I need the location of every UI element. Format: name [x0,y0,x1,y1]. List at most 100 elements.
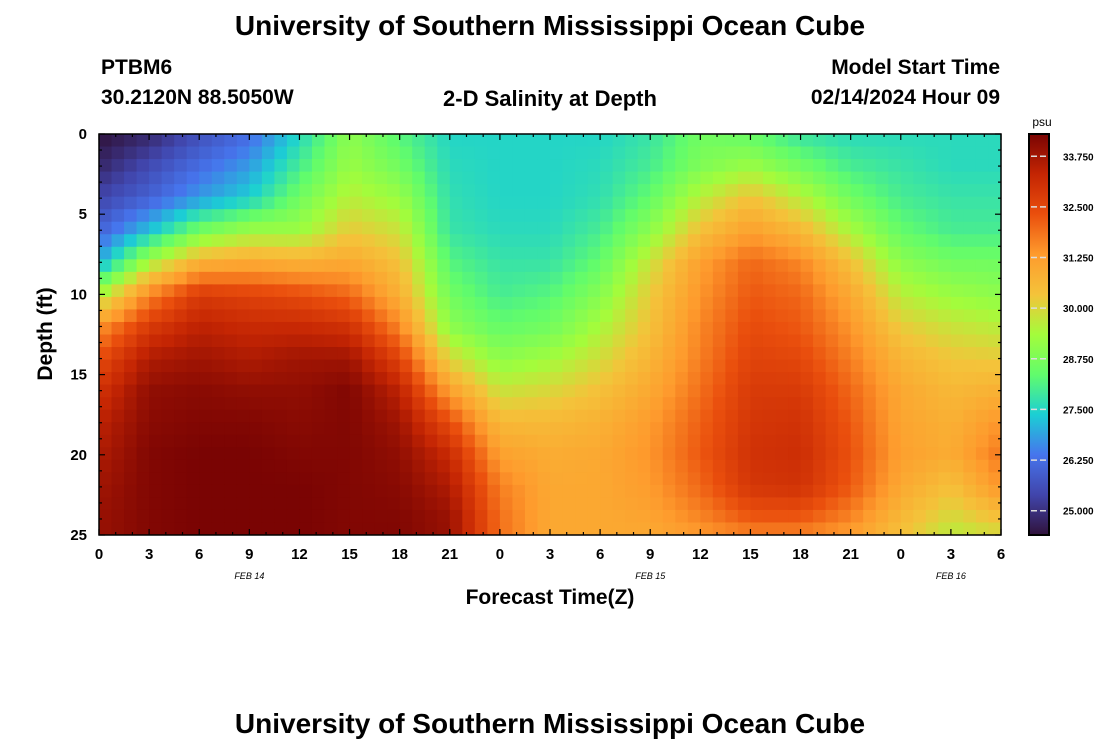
heatmap-cell [725,246,739,260]
heatmap-cell [712,334,726,348]
heatmap-cell [136,409,150,423]
heatmap-cell [437,484,451,499]
heatmap-cell [437,321,451,336]
heatmap-cell [825,209,839,223]
heatmap-cell [938,259,952,273]
heatmap-cell [963,372,977,386]
heatmap-cell [612,134,626,148]
heatmap-cell [562,372,576,386]
heatmap-cell [311,372,326,386]
heatmap-cell [988,321,1001,336]
heatmap-cell [775,209,789,223]
heatmap-cell [737,422,752,436]
heatmap-cell [224,509,238,524]
heatmap-cell [174,484,188,499]
heatmap-cell [625,209,639,223]
footer-title: University of Southern Mississippi Ocean… [234,708,866,739]
heatmap-cell [474,359,488,373]
heatmap-cell [174,246,188,260]
heatmap-cell [900,372,914,386]
heatmap-cell [762,359,777,373]
heatmap-cell [712,384,726,398]
heatmap-cell [575,484,589,499]
heatmap-cell [199,434,213,448]
y-tick-label: 25 [70,527,87,544]
heatmap-cell [600,271,614,285]
heatmap-cell [499,447,514,461]
heatmap-cell [600,234,614,248]
heatmap-cell [737,472,752,486]
heatmap-cell [136,284,150,298]
heatmap-cell [562,159,576,173]
heatmap-cell [788,284,802,298]
heatmap-cell [186,196,200,210]
heatmap-cell [900,484,914,499]
colorbar-tick-label: 26.250 [1063,456,1094,467]
heatmap-cell [963,271,977,285]
heatmap-cell [387,196,401,210]
heatmap-cell [562,484,576,499]
heatmap-cell [412,409,426,423]
heatmap-cell [499,159,514,173]
heatmap-cell [788,422,802,436]
heatmap-cell [99,372,113,386]
heatmap-cell [913,309,927,323]
heatmap-cell [662,284,676,298]
heatmap-cell [299,347,313,361]
heatmap-cell [838,372,852,386]
heatmap-cell [424,484,438,499]
heatmap-cell [374,459,388,473]
heatmap-cell [524,359,539,373]
heatmap-cell [437,309,451,323]
heatmap-cell [925,497,939,511]
heatmap-cell [537,296,551,311]
heatmap-cell [412,321,426,336]
heatmap-cell [462,296,476,311]
heatmap-cell [111,296,125,311]
heatmap-cell [512,509,526,524]
heatmap-cell [161,296,175,311]
heatmap-cell [449,321,463,336]
heatmap-cell [662,334,676,348]
heatmap-cell [687,296,701,311]
heatmap-cell [124,459,138,473]
heatmap-cell [161,409,175,423]
heatmap-cell [387,271,401,285]
heatmap-cell [374,397,388,411]
heatmap-cell [550,347,564,361]
heatmap-cell [124,271,138,285]
heatmap-cell [750,296,764,311]
heatmap-cell [975,372,990,386]
heatmap-cell [174,171,188,185]
heatmap-cell [199,372,213,386]
heatmap-cell [888,171,902,185]
heatmap-cell [712,246,726,260]
heatmap-cell [938,321,952,336]
heatmap-cell [374,409,388,423]
heatmap-cell [575,259,589,273]
heatmap-cell [637,384,651,398]
heatmap-cell [424,409,438,423]
heatmap-cell [875,159,889,173]
heatmap-cell [800,334,814,348]
heatmap-cell [813,259,827,273]
heatmap-cell [712,447,726,461]
heatmap-cell [124,246,138,260]
heatmap-cell [449,159,463,173]
heatmap-cell [838,134,852,148]
heatmap-cell [800,472,814,486]
heatmap-cell [299,397,313,411]
heatmap-cell [600,184,614,198]
heatmap-cell [637,434,651,448]
heatmap-cell [975,209,990,223]
heatmap-cell [775,271,789,285]
heatmap-cell [637,509,651,524]
heatmap-cell [788,296,802,311]
heatmap-cell [249,196,263,210]
station-coordinates: 30.2120N 88.5050W [101,86,294,109]
heatmap-cell [311,409,326,423]
heatmap-cell [462,434,476,448]
heatmap-cell [387,447,401,461]
heatmap-cell [888,209,902,223]
heatmap-cell [324,359,338,373]
